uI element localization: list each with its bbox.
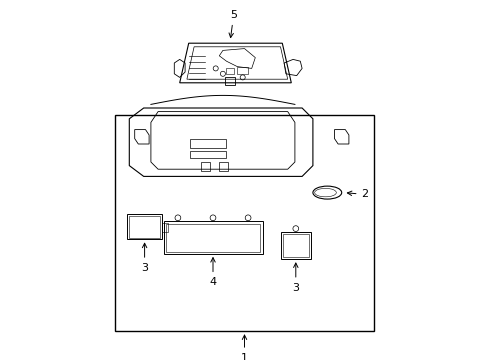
Text: 1: 1 [241, 335, 247, 360]
Text: 3: 3 [292, 263, 299, 293]
Text: 4: 4 [209, 258, 216, 287]
Text: 5: 5 [228, 10, 237, 37]
Text: 2: 2 [346, 189, 368, 199]
Text: 3: 3 [141, 243, 148, 273]
